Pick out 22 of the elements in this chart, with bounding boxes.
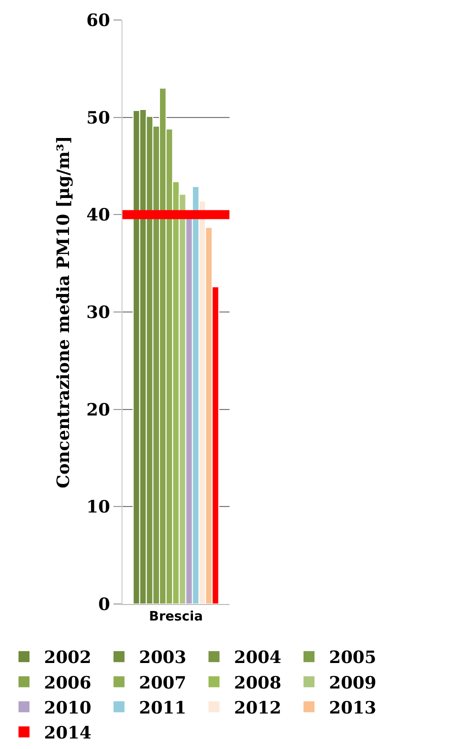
x-tick-label: Brescia [149, 610, 203, 625]
legend-label: 2009 [329, 673, 376, 694]
y-tick-label: 60 [86, 10, 110, 31]
y-tick-label: 20 [86, 400, 110, 420]
legend-label: 2005 [329, 648, 376, 668]
legend-label: 2010 [44, 698, 92, 718]
y-tick-label: 40 [86, 206, 110, 226]
legend-label: 2007 [139, 673, 186, 694]
y-tick-label: 30 [86, 302, 110, 323]
legend-label: 2014 [44, 724, 92, 744]
y-tick-label: 0 [98, 594, 110, 615]
legend-label: 2002 [44, 648, 92, 668]
y-axis-title: Concentrazione media PM10 [µg/m³] [54, 136, 74, 488]
legend-label: 2006 [44, 673, 92, 694]
legend-label: 2011 [139, 698, 186, 718]
y-tick-label: 50 [86, 108, 110, 128]
legend-label: 2003 [139, 648, 186, 668]
legend-label: 2012 [234, 698, 282, 718]
legend-label: 2013 [329, 698, 376, 718]
y-tick-label: 10 [86, 498, 110, 518]
legend-label: 2004 [234, 648, 282, 668]
legend-label: 2008 [234, 673, 282, 694]
